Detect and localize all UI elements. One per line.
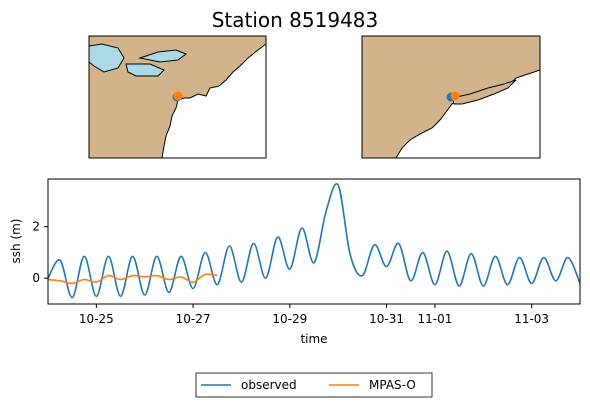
y-tick-label: 2 [32,220,40,234]
plot-frame [47,178,581,305]
series-line-observed [48,183,580,299]
map-northeast [88,35,267,159]
legend-label-observed: observed [241,378,297,392]
map-northeast-station-model [173,91,183,101]
x-tick-label: 10-25 [79,312,114,326]
x-tick-label: 10-29 [272,312,307,326]
figure-title: Station 8519483 [212,8,379,32]
map-inset [361,35,541,159]
x-tick-label: 11-03 [514,312,549,326]
x-tick-label: 10-27 [176,312,211,326]
map-northeast-lakes [89,43,188,77]
y-ticks: 02 [32,220,48,285]
x-tick-label: 11-01 [417,312,452,326]
x-ticks: 10-25 10-27 10-29 10-31 11-01 11-03 [79,304,549,326]
timeseries-plot: 02 10-25 10-27 10-29 10-31 11-01 11-03 time s… [9,178,581,346]
legend-label-mpas-o: MPAS-O [369,378,416,392]
y-axis-label: ssh (m) [9,219,23,264]
y-tick-label: 0 [32,271,40,285]
series-line-mpas-o [48,273,218,285]
x-axis-label: time [300,332,327,346]
legend: observed MPAS-O [195,372,433,398]
x-tick-label: 10-31 [369,312,404,326]
map-inset-long-island [451,79,517,105]
legend-box [195,372,433,398]
map-inset-station-model [450,91,460,101]
